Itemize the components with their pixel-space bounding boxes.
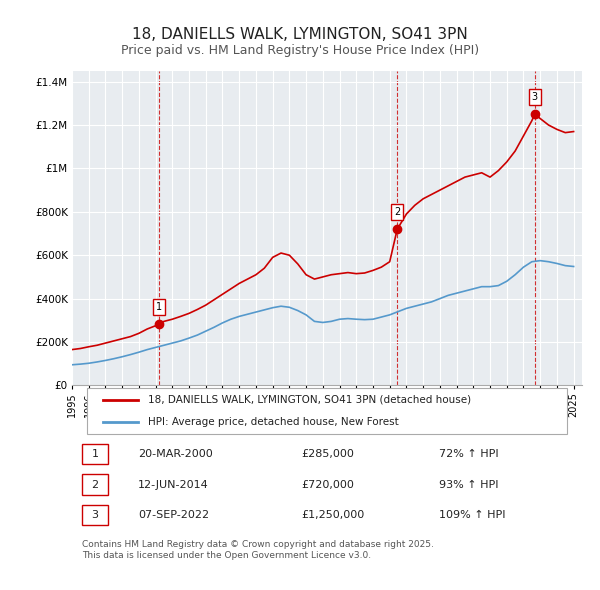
FancyBboxPatch shape <box>88 388 567 434</box>
Text: 109% ↑ HPI: 109% ↑ HPI <box>439 510 506 520</box>
Text: HPI: Average price, detached house, New Forest: HPI: Average price, detached house, New … <box>149 417 399 427</box>
Text: 2: 2 <box>91 480 98 490</box>
Text: 3: 3 <box>532 92 538 102</box>
Text: 12-JUN-2014: 12-JUN-2014 <box>139 480 209 490</box>
Text: 72% ↑ HPI: 72% ↑ HPI <box>439 450 499 460</box>
Text: 2: 2 <box>394 207 400 217</box>
Text: 07-SEP-2022: 07-SEP-2022 <box>139 510 209 520</box>
Text: Price paid vs. HM Land Registry's House Price Index (HPI): Price paid vs. HM Land Registry's House … <box>121 44 479 57</box>
Text: 93% ↑ HPI: 93% ↑ HPI <box>439 480 499 490</box>
FancyBboxPatch shape <box>82 444 108 464</box>
FancyBboxPatch shape <box>82 504 108 525</box>
Text: Contains HM Land Registry data © Crown copyright and database right 2025.
This d: Contains HM Land Registry data © Crown c… <box>82 540 434 559</box>
Text: 20-MAR-2000: 20-MAR-2000 <box>139 450 213 460</box>
Text: 3: 3 <box>91 510 98 520</box>
Text: 1: 1 <box>156 301 163 312</box>
Text: 1: 1 <box>91 450 98 460</box>
Text: 18, DANIELLS WALK, LYMINGTON, SO41 3PN (detached house): 18, DANIELLS WALK, LYMINGTON, SO41 3PN (… <box>149 395 472 405</box>
Text: £720,000: £720,000 <box>302 480 355 490</box>
Text: £285,000: £285,000 <box>302 450 355 460</box>
Text: 18, DANIELLS WALK, LYMINGTON, SO41 3PN: 18, DANIELLS WALK, LYMINGTON, SO41 3PN <box>132 27 468 41</box>
Text: £1,250,000: £1,250,000 <box>302 510 365 520</box>
FancyBboxPatch shape <box>82 474 108 494</box>
